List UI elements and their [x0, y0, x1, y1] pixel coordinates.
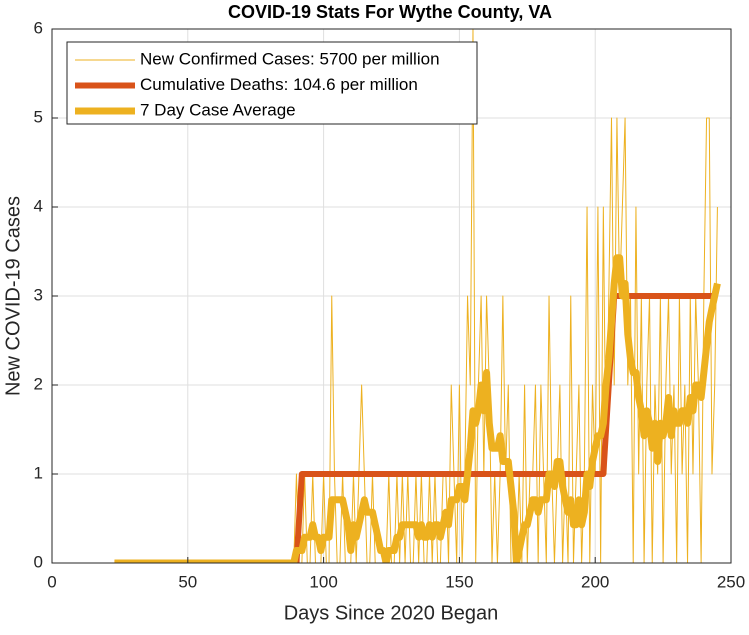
chart-title: COVID-19 Stats For Wythe County, VA [228, 2, 552, 22]
y-tick-label: 0 [34, 552, 43, 571]
series-line [114, 293, 715, 563]
x-tick-label: 100 [309, 572, 337, 591]
legend-label: New Confirmed Cases: 5700 per million [140, 49, 440, 68]
x-tick-label: 200 [581, 572, 609, 591]
series-line [113, 254, 721, 563]
y-tick-label: 6 [34, 18, 43, 37]
y-tick-label: 2 [34, 374, 43, 393]
legend-label: 7 Day Case Average [140, 100, 296, 119]
legend-label: Cumulative Deaths: 104.6 per million [140, 75, 418, 94]
y-axis-label: New COVID-19 Cases [2, 196, 24, 396]
y-tick-label: 5 [34, 107, 43, 126]
x-axis-label: Days Since 2020 Began [284, 602, 499, 624]
x-tick-label: 0 [47, 572, 56, 591]
y-tick-label: 1 [34, 463, 43, 482]
y-tick-label: 3 [34, 285, 43, 304]
x-tick-label: 50 [178, 572, 197, 591]
x-tick-label: 250 [717, 572, 745, 591]
ticks: 0 50 100 150 200 250 0 1 2 3 4 5 6 [34, 18, 746, 591]
legend: New Confirmed Cases: 5700 per million Cum… [66, 41, 478, 125]
x-tick-label: 150 [445, 572, 473, 591]
y-tick-label: 4 [34, 196, 43, 215]
legend-box [66, 41, 478, 125]
lines [113, 29, 721, 563]
